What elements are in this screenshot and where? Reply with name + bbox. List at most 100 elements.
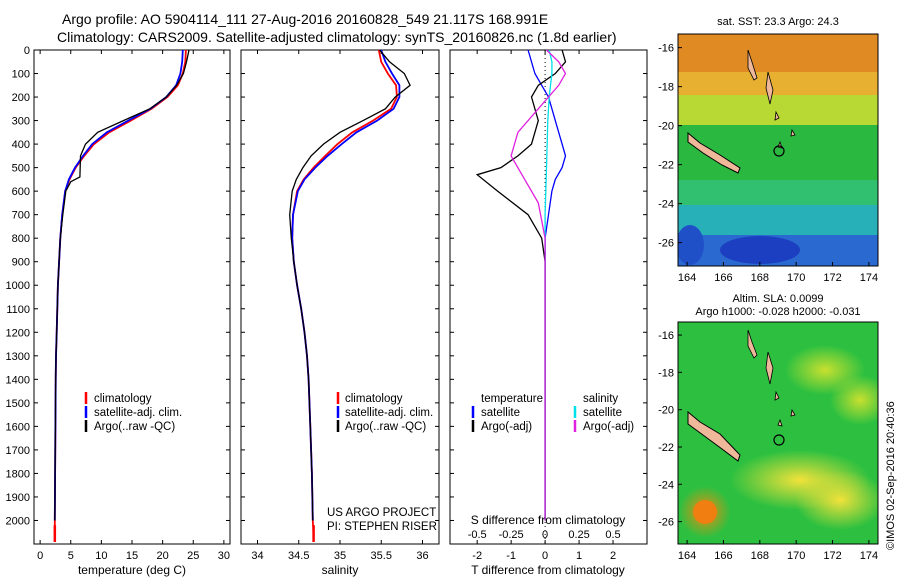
y-tick-label: 2000 (6, 515, 30, 527)
y-tick-label: 300 (12, 116, 30, 128)
x-tick-label: 25 (187, 550, 199, 562)
y-tick-label: 1800 (6, 468, 30, 480)
series-line-satellite-adj-clim- (53, 49, 184, 521)
sla-high-e (830, 375, 878, 425)
sla-argo-marker (773, 434, 785, 446)
series-line-argo-raw-qc- (54, 49, 190, 521)
project-line-2: PI: STEPHEN RISER (327, 521, 437, 533)
sla-vanuatu-islands (747, 329, 796, 427)
sst-cold-patch (720, 236, 800, 264)
s-diff-tick-label: -0.25 (499, 529, 524, 541)
t-difference-xlabel: T difference from climatology (471, 563, 625, 577)
legend-sat-label-s: satellite-adj. clim. (345, 407, 433, 419)
map-y-tick-label: -16 (658, 330, 674, 342)
x-tick-label: -1 (506, 550, 516, 562)
y-tick-label: 700 (12, 210, 30, 222)
series-line-temperature-argo-adj- (475, 49, 567, 521)
legend-sat-label: satellite-adj. clim. (94, 407, 182, 419)
x-tick-label: 5 (68, 550, 74, 562)
legend-t-sat-label: satellite (481, 407, 520, 419)
s-diff-tick-label: 0.25 (568, 529, 589, 541)
x-tick-label: 2 (610, 550, 616, 562)
salinity-legend: climatology satellite-adj. clim. Argo(..… (336, 392, 433, 433)
sst-band-cyan (678, 205, 878, 240)
sst-map (678, 34, 878, 266)
legend-salinity-heading: salinity (583, 393, 618, 405)
salinity-xlabel: salinity (322, 563, 359, 577)
title-line-2: Climatology: CARS2009. Satellite-adjuste… (57, 29, 617, 45)
x-tick-label: 0 (542, 550, 548, 562)
y-tick-label: 1600 (6, 421, 30, 433)
sla-map-title-2: Argo h1000: -0.028 h2000: -0.031 (695, 306, 860, 318)
legend-s-sat-label: satellite (583, 407, 622, 419)
y-tick-label: 1400 (6, 374, 30, 386)
x-tick-label: 30 (218, 550, 230, 562)
map-y-tick-label: -26 (658, 238, 674, 250)
y-tick-label: 0 (24, 45, 30, 57)
y-tick-label: 200 (12, 92, 30, 104)
s-diff-tick-label: -0.5 (468, 529, 487, 541)
difference-panel-frame (449, 49, 648, 545)
sla-map-axes: 164 166 168 170 172 174 -16 -18 -20 -22 -24 -26 (658, 330, 878, 562)
y-tick-label: 800 (12, 233, 30, 245)
map-x-tick-label: 170 (787, 272, 805, 284)
y-tick-label: 1900 (6, 492, 30, 504)
y-tick-label: 1500 (6, 398, 30, 410)
x-tick-label: 15 (126, 550, 138, 562)
series-line-climatology (53, 49, 187, 537)
map-x-tick-label: 170 (787, 550, 805, 562)
sla-map-frame (677, 321, 879, 545)
x-tick-label: 34.5 (288, 550, 309, 562)
map-x-tick-label: 164 (678, 550, 696, 562)
map-x-tick-label: 172 (823, 272, 841, 284)
legend-argo-label-s: Argo(..raw -QC) (345, 421, 426, 433)
y-tick-label: 1300 (6, 351, 30, 363)
sst-map-axes: 164 166 168 170 172 174 -16 -18 -20 -22 -24 -26 (658, 43, 878, 284)
map-x-tick-label: 166 (714, 272, 732, 284)
sla-high-se (795, 470, 878, 530)
temperature-legend: climatology satellite-adj. clim. Argo(..… (84, 392, 182, 433)
x-tick-label: 10 (95, 550, 107, 562)
series-line-temperature-satellite (527, 49, 567, 521)
x-tick-label: 20 (157, 550, 169, 562)
y-tick-label: 900 (12, 257, 30, 269)
series-line-argo-raw-qc- (289, 49, 411, 521)
sst-new-caledonia (687, 131, 741, 174)
sla-map-title-1: Altim. SLA: 0.0099 (732, 293, 823, 305)
y-tick-label: 1700 (6, 445, 30, 457)
series-line-salinity-argo-adj- (510, 49, 567, 521)
sst-band-yellowgreen (678, 95, 878, 125)
x-tick-label: 0 (37, 550, 43, 562)
map-x-tick-label: 168 (751, 550, 769, 562)
sst-band-warm (678, 34, 878, 79)
temperature-panel: 0100200300400500600700800900100011001200… (6, 45, 230, 562)
legend-t-argo-label: Argo(-adj) (481, 421, 532, 433)
map-y-tick-label: -16 (658, 43, 674, 55)
y-tick-label: 1000 (6, 280, 30, 292)
sst-vanuatu-islands (747, 49, 796, 149)
map-y-tick-label: -18 (658, 367, 674, 379)
salinity-panel: 34 34.5 35 35.5 36 (241, 49, 439, 562)
legend-clim-label-s: climatology (345, 393, 403, 405)
map-x-tick-label: 166 (714, 550, 732, 562)
legend-argo-label: Argo(..raw -QC) (94, 421, 175, 433)
s-diff-tick-label: 0.5 (605, 529, 620, 541)
s-difference-label: S difference from climatology (471, 513, 626, 527)
sst-argo-marker (773, 145, 785, 157)
x-tick-label: 36 (416, 550, 428, 562)
sst-cold-patch-west (678, 225, 704, 265)
y-tick-label: 1200 (6, 327, 30, 339)
project-line-1: US ARGO PROJECT (327, 507, 436, 519)
map-x-tick-label: 172 (823, 550, 841, 562)
series-line-climatology (291, 49, 398, 537)
y-tick-label: 100 (12, 69, 30, 81)
map-y-tick-label: -22 (658, 442, 674, 454)
temperature-panel-frame (33, 49, 231, 545)
x-tick-label: 34 (251, 550, 263, 562)
map-x-tick-label: 174 (860, 550, 878, 562)
map-y-tick-label: -18 (658, 82, 674, 94)
sla-new-caledonia (687, 410, 741, 462)
sst-map-frame (677, 33, 879, 267)
y-tick-label: 500 (12, 163, 30, 175)
